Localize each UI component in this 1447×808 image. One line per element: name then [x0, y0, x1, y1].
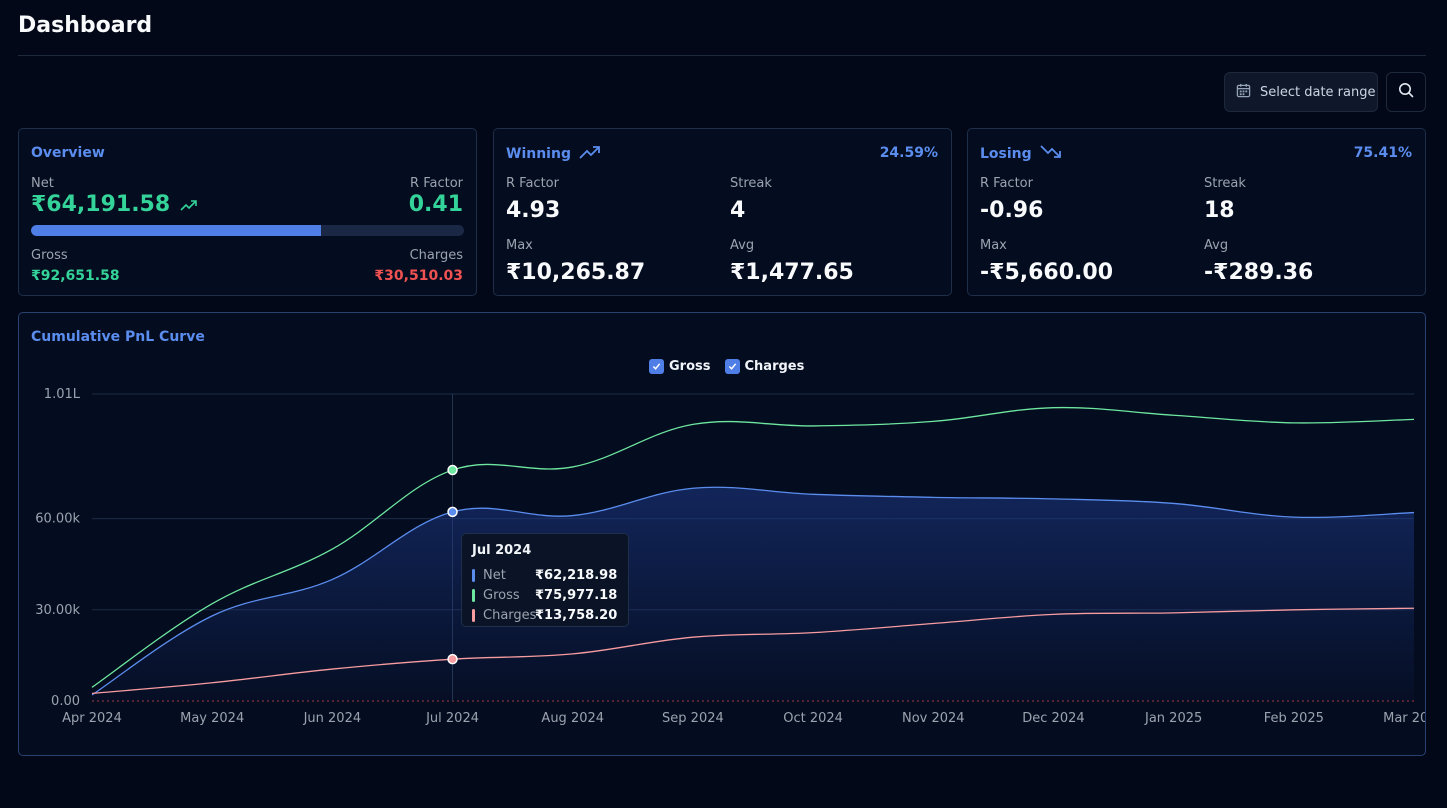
tooltip-value: ₹13,758.20: [535, 607, 618, 623]
losing-max-label: Max: [980, 238, 1007, 253]
trending-down-icon: [1040, 145, 1062, 163]
x-tick-label: Apr 2024: [62, 711, 122, 726]
x-tick-label: May 2024: [180, 711, 244, 726]
checkbox-icon: [649, 359, 664, 374]
x-tick-label: Mar 2025: [1383, 711, 1425, 726]
y-tick-label: 1.01L: [44, 387, 81, 402]
net-progress-bar: [31, 225, 464, 236]
page-title: Dashboard: [18, 13, 153, 38]
x-tick-label: Aug 2024: [541, 711, 604, 726]
losing-streak-value: 18: [1204, 198, 1235, 223]
winning-max-value: ₹10,265.87: [506, 260, 646, 285]
tooltip-row-net: Net ₹62,218.98: [472, 565, 618, 585]
chart-legend: Gross Charges: [649, 359, 804, 374]
losing-streak-label: Streak: [1204, 176, 1246, 191]
losing-rfactor-label: R Factor: [980, 176, 1033, 191]
search-button[interactable]: [1386, 72, 1426, 112]
net-highlight-point: [447, 506, 458, 518]
winning-card: Winning 24.59% R Factor 4.93 Streak 4 Ma…: [493, 128, 952, 296]
pnl-chart-card: Cumulative PnL Curve Gross Charges 0.00 3…: [18, 312, 1426, 756]
legend-label-gross: Gross: [669, 359, 711, 374]
winning-avg-label: Avg: [730, 238, 755, 253]
charges-swatch: [472, 608, 475, 622]
net-label: Net: [31, 176, 54, 191]
x-tick-label: Nov 2024: [902, 711, 965, 726]
search-icon: [1398, 82, 1414, 102]
x-tick-label: Jun 2024: [303, 711, 362, 726]
x-tick-label: Oct 2024: [783, 711, 843, 726]
x-tick-label: Sep 2024: [662, 711, 724, 726]
tooltip-name: Charges: [483, 607, 537, 623]
losing-rfactor-value: -0.96: [980, 198, 1044, 223]
winning-streak-value: 4: [730, 198, 746, 223]
tooltip-row-charges: Charges ₹13,758.20: [472, 605, 618, 625]
pnl-chart[interactable]: 0.00 30.00k 60.00k 1.01L Apr 2024 May 2024 Jun…: [19, 313, 1425, 755]
tooltip-value: ₹75,977.18: [535, 587, 618, 603]
charges-label: Charges: [409, 248, 463, 263]
overview-title: Overview: [31, 145, 105, 161]
overview-card: Overview Net ₹64,191.58 R Factor 0.41 Gr…: [18, 128, 477, 296]
charges-line: [91, 607, 1415, 695]
legend-toggle-charges[interactable]: Charges: [724, 359, 805, 374]
trending-up-icon: [180, 192, 198, 217]
net-progress-fill: [31, 225, 322, 236]
x-tick-label: Jan 2025: [1144, 711, 1202, 726]
charges-value: ₹30,510.03: [374, 268, 463, 284]
winning-rfactor-label: R Factor: [506, 176, 559, 191]
winning-avg-value: ₹1,477.65: [730, 260, 854, 285]
y-tick-label: 0.00: [51, 694, 80, 709]
x-tick-label: Feb 2025: [1264, 711, 1324, 726]
calendar-icon: [1236, 83, 1251, 102]
gross-swatch: [472, 588, 475, 602]
y-tick-label: 30.00k: [35, 603, 80, 618]
winning-percent: 24.59%: [879, 145, 938, 161]
losing-title: Losing: [980, 146, 1032, 162]
date-range-label: Select date range: [1260, 84, 1376, 100]
chart-tooltip: Jul 2024 Net ₹62,218.98 Gross ₹75,977.18…: [461, 533, 629, 627]
winning-title: Winning: [506, 146, 571, 162]
legend-label-charges: Charges: [744, 359, 805, 374]
tooltip-name: Net: [483, 567, 506, 583]
legend-toggle-gross[interactable]: Gross: [649, 359, 711, 374]
losing-avg-label: Avg: [1204, 238, 1229, 253]
gross-label: Gross: [31, 248, 68, 263]
tooltip-title: Jul 2024: [472, 543, 532, 558]
losing-avg-value: -₹289.36: [1204, 260, 1314, 285]
losing-title-row: Losing: [980, 145, 1062, 163]
losing-max-value: -₹5,660.00: [980, 260, 1113, 285]
checkbox-icon: [724, 359, 740, 374]
gross-highlight-point: [447, 464, 458, 476]
x-tick-label: Dec 2024: [1022, 711, 1084, 726]
gross-line: [91, 406, 1415, 688]
chart-title: Cumulative PnL Curve: [31, 329, 205, 345]
overview-rfactor-value: 0.41: [408, 192, 463, 217]
tooltip-row-gross: Gross ₹75,977.18: [472, 585, 618, 605]
net-line: [91, 486, 1415, 696]
winning-rfactor-value: 4.93: [506, 198, 561, 223]
winning-max-label: Max: [506, 238, 533, 253]
winning-title-row: Winning: [506, 145, 601, 163]
net-swatch: [472, 568, 475, 582]
losing-card: Losing 75.41% R Factor -0.96 Streak 18 M…: [967, 128, 1426, 296]
gross-value: ₹92,651.58: [31, 268, 120, 284]
winning-streak-label: Streak: [730, 176, 772, 191]
tooltip-value: ₹62,218.98: [535, 567, 618, 583]
x-tick-label: Jul 2024: [425, 711, 479, 726]
overview-rfactor-label: R Factor: [410, 176, 463, 191]
header-divider: [18, 55, 1426, 56]
trending-up-icon: [579, 145, 601, 163]
tooltip-name: Gross: [483, 587, 520, 603]
net-area: [92, 487, 1414, 701]
charges-highlight-point: [447, 653, 458, 665]
net-value: ₹64,191.58: [31, 192, 171, 217]
date-range-button[interactable]: Select date range: [1224, 72, 1378, 112]
losing-percent: 75.41%: [1353, 145, 1412, 161]
y-tick-label: 60.00k: [35, 512, 80, 527]
net-value-row: ₹64,191.58: [31, 192, 198, 217]
